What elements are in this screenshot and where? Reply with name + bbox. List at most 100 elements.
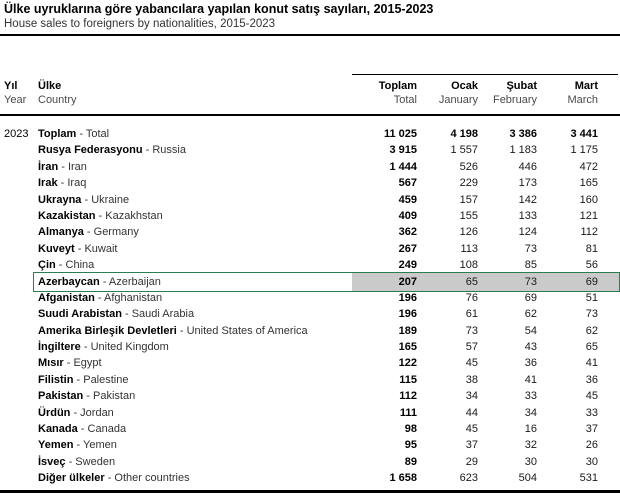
country-name-en: - Azerbaijan (99, 275, 161, 288)
value-cell-total: 112 (399, 390, 417, 403)
year-cell (0, 142, 38, 158)
country-name-tr: Mısır (38, 357, 64, 370)
value-cell-february: 54 (524, 324, 537, 337)
country-name-tr: Filistin (38, 373, 74, 386)
value-cell-january: 155 (459, 209, 478, 222)
country-name-cell: Mısır - Egypt (38, 355, 352, 371)
page-title: Ülke uyruklarına göre yabancılara yapıla… (4, 2, 434, 16)
value-cell-february: 16 (524, 423, 537, 436)
row-spacer (598, 142, 620, 158)
year-cell (0, 339, 38, 355)
table-row[interactable]: Kuveyt - Kuwait 267 113 73 81 (0, 241, 620, 257)
value-cell-march: 112 (580, 226, 598, 239)
table-row[interactable]: Çin - China 249 108 85 56 (0, 257, 620, 273)
table-row[interactable]: Kanada - Canada 98 45 16 37 (0, 421, 620, 437)
value-cell-january: 44 (465, 406, 478, 419)
value-cell-february: 1 183 (509, 144, 537, 157)
value-cell-march: 69 (585, 275, 598, 288)
value-cell-february: 30 (524, 455, 537, 468)
value-cell-february: 34 (524, 406, 537, 419)
table-row[interactable]: Rusya Federasyonu - Russia 3 915 1 557 1 18… (0, 142, 620, 158)
country-name-tr: Kuveyt (38, 242, 75, 255)
value-cell-total: 3 915 (389, 144, 417, 157)
value-cell-total: 207 (398, 275, 417, 288)
country-name-cell: Filistin - Palestine (38, 372, 352, 388)
table-row[interactable]: Amerika Birleşik Devletleri - United Sta… (0, 323, 620, 339)
value-cell-total: 11 025 (383, 128, 417, 140)
value-cell-total: 1 658 (389, 472, 417, 485)
value-cell-total: 122 (398, 357, 417, 370)
country-name-cell: Çin - China (38, 257, 352, 273)
value-cell-february: 124 (518, 226, 537, 239)
country-name-tr: Irak (38, 177, 58, 190)
value-cell-total: 95 (404, 439, 417, 452)
row-spacer (598, 257, 620, 273)
country-name-cell: İsveç - Sweden (38, 454, 352, 470)
value-cell-total: 267 (398, 242, 417, 255)
table-row[interactable]: Almanya - Germany 362 126 124 112 (0, 224, 620, 240)
row-spacer (598, 290, 620, 306)
country-name-en: - Palestine (73, 373, 129, 386)
value-cell-january: 526 (459, 160, 478, 173)
value-cell-march: 56 (585, 259, 598, 272)
table-row[interactable]: Afganistan - Afghanistan 196 76 69 51 (0, 290, 620, 306)
country-name-tr: Suudi Arabistan (38, 308, 122, 321)
value-cell-march: 65 (585, 341, 598, 354)
table-row[interactable]: Filistin - Palestine 115 38 41 36 (0, 372, 620, 388)
value-cell-total: 567 (398, 177, 417, 190)
value-cell-january: 34 (465, 390, 478, 403)
value-cell-january: 45 (465, 357, 478, 370)
row-spacer (598, 274, 620, 290)
value-cell-february: 33 (524, 390, 537, 403)
table-row[interactable]: Diğer ülkeler - Other countries 1 658 623 5… (0, 470, 620, 486)
col-header-february: Şubat February (492, 80, 537, 106)
table-row[interactable]: İsveç - Sweden 89 29 30 30 (0, 454, 620, 470)
year-cell (0, 421, 38, 437)
value-cell-january: 229 (459, 177, 478, 190)
year-cell (0, 454, 38, 470)
year-cell (0, 257, 38, 273)
value-cell-march: 45 (585, 390, 598, 403)
col-header-total: Toplam Total (378, 80, 417, 106)
row-spacer (598, 339, 620, 355)
table-row[interactable]: Ürdün - Jordan 111 44 34 33 (0, 405, 620, 421)
country-name-en: - Canada (77, 423, 127, 436)
country-name-cell: Ürdün - Jordan (38, 405, 352, 421)
value-cell-january: 37 (465, 439, 478, 452)
country-name-en: - United States of America (176, 324, 308, 337)
table-row[interactable]: Yemen - Yemen 95 37 32 26 (0, 437, 620, 453)
year-cell (0, 290, 38, 306)
country-name-tr: Amerika Birleşik Devletleri (38, 324, 177, 337)
value-cell-february: 73 (524, 275, 537, 288)
selection-fill (352, 272, 620, 291)
value-cell-january: 1 557 (450, 144, 478, 157)
year-cell (0, 470, 38, 486)
value-cell-january: 113 (460, 242, 478, 255)
table-row[interactable]: 2023 Toplam - Total 11 025 4 198 3 386 3 441 (0, 126, 620, 142)
table-row[interactable]: Kazakistan - Kazakhstan 409 155 133 121 (0, 208, 620, 224)
table-row[interactable]: Ukrayna - Ukraine 459 157 142 160 (0, 192, 620, 208)
value-cell-march: 33 (585, 406, 598, 419)
row-spacer (598, 126, 620, 142)
table-row[interactable]: Mısır - Egypt 122 45 36 41 (0, 355, 620, 371)
value-cell-march: 41 (585, 357, 598, 370)
row-spacer (598, 192, 620, 208)
country-name-cell: Rusya Federasyonu - Russia (38, 142, 352, 158)
year-cell (0, 241, 38, 257)
table-row[interactable]: Suudi Arabistan - Saudi Arabia 196 61 62 73 (0, 306, 620, 322)
country-name-cell: Ukrayna - Ukraine (38, 192, 352, 208)
table-row[interactable]: Pakistan - Pakistan 112 34 33 45 (0, 388, 620, 404)
country-name-cell: İran - Iran (38, 159, 352, 175)
row-spacer (598, 208, 620, 224)
country-name-tr: Kazakistan (38, 209, 96, 222)
table-row-selected[interactable]: Azerbaycan - Azerbaijan 207 65 73 69 (0, 271, 620, 292)
country-name-tr: Almanya (38, 226, 84, 239)
table-row[interactable]: İran - Iran 1 444 526 446 472 (0, 159, 620, 175)
country-name-tr: Pakistan (38, 390, 84, 403)
value-cell-total: 196 (398, 291, 417, 304)
value-cell-march: 1 175 (570, 144, 598, 157)
value-cell-january: 76 (465, 291, 478, 304)
table-row[interactable]: İngiltere - United Kingdom 165 57 43 65 (0, 339, 620, 355)
value-cell-march: 3 441 (570, 128, 598, 140)
table-row[interactable]: Irak - Iraq 567 229 173 165 (0, 175, 620, 191)
